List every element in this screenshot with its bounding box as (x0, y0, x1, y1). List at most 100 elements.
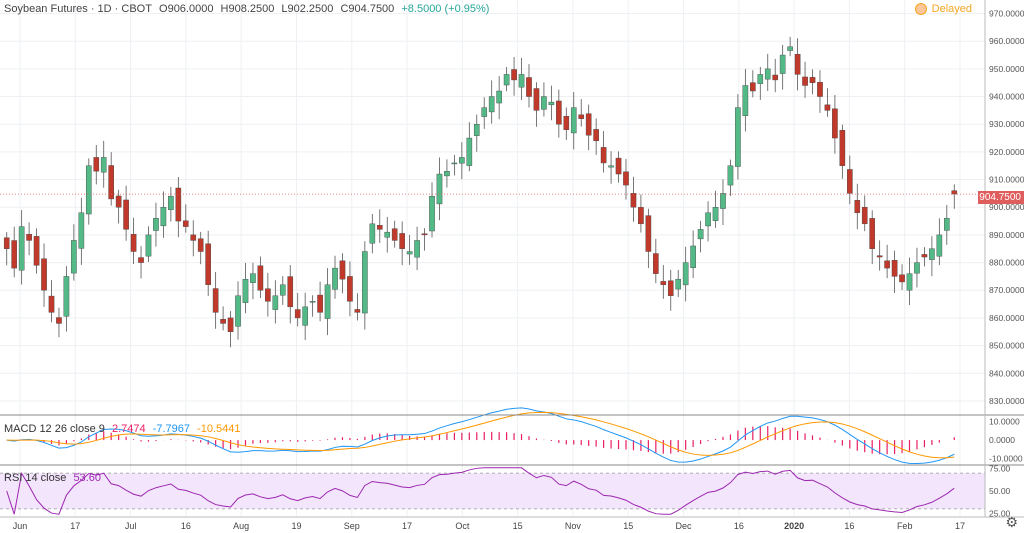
candle-body (324, 284, 331, 319)
candle-body (869, 218, 876, 249)
open-value: O906.0000 (159, 3, 214, 15)
candle-body (518, 74, 525, 88)
candle-body (705, 212, 711, 227)
candle-body (168, 195, 174, 210)
x-tick-label: 15 (623, 521, 633, 531)
x-tick-label: 17 (70, 521, 80, 531)
candle-body (943, 218, 950, 231)
candle-body (354, 309, 361, 313)
candle-body (481, 107, 488, 117)
x-tick-label: Jul (125, 521, 137, 531)
candle-body (421, 233, 428, 236)
y-tick-label: 900.0000 (989, 202, 1024, 212)
rsi-value: 53.60 (73, 472, 101, 484)
rsi-name: RSI 14 close (4, 472, 67, 484)
y-tick-label: 850.0000 (989, 341, 1024, 351)
candle-body (548, 101, 555, 106)
rsi-band (0, 472, 985, 510)
y-tick-label: 940.0000 (989, 92, 1024, 102)
candle-body (921, 254, 928, 258)
candle-body (660, 281, 667, 285)
candle-body (712, 207, 719, 221)
candle-body (802, 76, 808, 86)
candle-body (667, 280, 674, 296)
x-tick-label: 17 (402, 521, 412, 531)
x-tick-label: Oct (455, 521, 470, 531)
x-tick-label: 16 (734, 521, 744, 531)
candle-body (250, 273, 256, 283)
candle-body (608, 165, 614, 168)
y-tick-label: 910.0000 (989, 175, 1024, 185)
candle-body (757, 74, 764, 84)
candle-body (466, 137, 473, 166)
candle-body (227, 317, 234, 332)
candle-body (511, 69, 517, 81)
candle-body (279, 284, 286, 296)
candle-body (817, 82, 823, 97)
candle-body (100, 157, 107, 173)
candle-body (891, 260, 898, 277)
candle-body (697, 229, 704, 240)
candle-body (899, 274, 905, 283)
candle-body (48, 295, 55, 313)
close-value: C904.7500 (340, 3, 395, 15)
candle-body (317, 294, 323, 313)
candle-body (876, 255, 883, 258)
candle-body (578, 114, 585, 119)
candle-body (772, 74, 779, 81)
candle-body (936, 234, 943, 257)
candle-body (272, 295, 279, 310)
macd-name: MACD 12 26 close 9 (4, 423, 105, 435)
macd-hist-value: 2.7474 (111, 423, 146, 435)
candle-body (503, 74, 510, 86)
x-tick-label: 16 (844, 521, 854, 531)
candle-body (18, 226, 25, 271)
candle-body (764, 68, 771, 80)
macd-y-tick-label: -10.0000 (989, 453, 1023, 463)
candles (0, 36, 985, 348)
candle-body (197, 238, 204, 252)
low-value: L902.2500 (281, 3, 334, 15)
candle-body (399, 233, 405, 249)
candle-body (742, 85, 749, 116)
candle-body (287, 276, 294, 308)
candle-body (861, 207, 868, 225)
gear-icon[interactable]: ⚙ (1005, 514, 1018, 530)
y-tick-label: 870.0000 (989, 285, 1024, 295)
candle-body (369, 223, 376, 244)
candle-body (429, 195, 435, 232)
candle-body (406, 251, 413, 255)
candle-body (675, 278, 682, 290)
candle-body (451, 162, 458, 165)
x-tick-label: Dec (676, 521, 693, 531)
candle-body (78, 212, 85, 249)
x-tick-label: Aug (233, 521, 249, 531)
candle-body (832, 108, 838, 139)
delayed-icon (914, 3, 927, 15)
x-tick-label: 19 (291, 521, 301, 531)
y-tick-label: 930.0000 (989, 119, 1024, 129)
candle-body (391, 228, 398, 241)
y-tick-label: 920.0000 (989, 147, 1024, 157)
candle-body (160, 207, 167, 227)
candle-body (682, 262, 689, 286)
candle-body (190, 234, 197, 241)
candle-body (645, 215, 652, 252)
candle-body (914, 262, 920, 274)
candle-body (205, 243, 211, 285)
delayed-label: Delayed (931, 3, 972, 15)
candle-body (41, 258, 47, 291)
candle-body (600, 147, 607, 164)
candle-body (93, 157, 100, 172)
candle-body (570, 107, 577, 134)
delayed-badge[interactable]: Delayed (914, 3, 972, 15)
candle-body (257, 265, 264, 291)
candle-body (750, 82, 756, 92)
candle-body (735, 107, 741, 167)
rsi-legend: RSI 14 close 53.60 (4, 472, 105, 484)
rsi-y-tick-label: 50.00 (989, 486, 1011, 496)
candle-body (473, 124, 480, 136)
candle-body (623, 171, 629, 186)
